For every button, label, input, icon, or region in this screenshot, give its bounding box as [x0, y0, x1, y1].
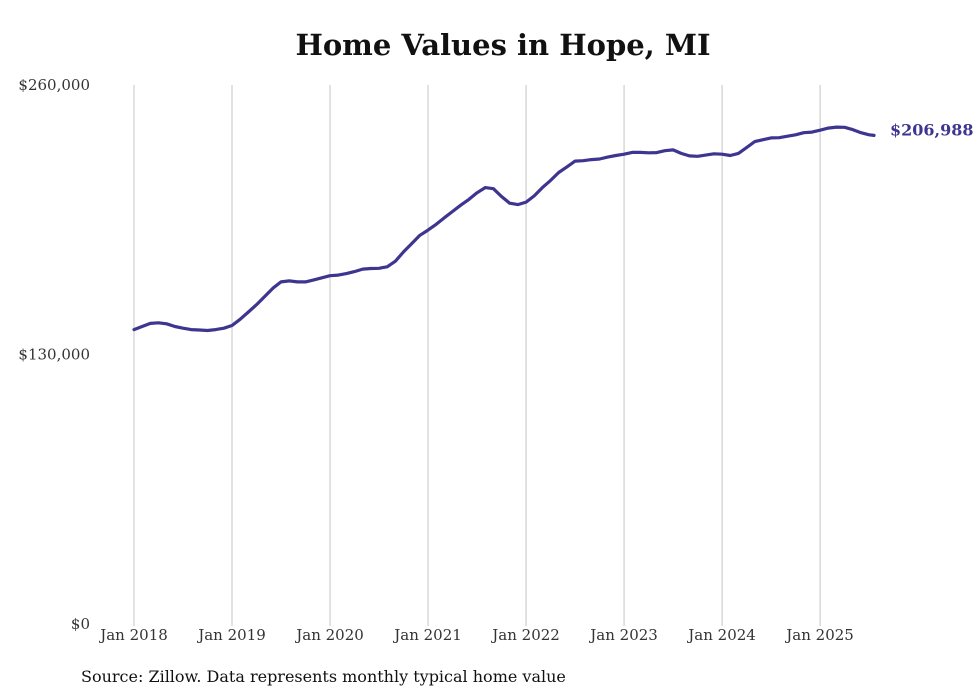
x-tick-label: Jan 2024 [686, 626, 756, 644]
y-tick-label: $130,000 [18, 346, 90, 364]
x-tick-label: Jan 2019 [196, 626, 266, 644]
source-note: Source: Zillow. Data represents monthly … [81, 667, 566, 686]
x-tick-label: Jan 2022 [490, 626, 560, 644]
x-tick-label: Jan 2018 [98, 626, 168, 644]
x-tick-label: Jan 2020 [294, 626, 364, 644]
series-line [132, 125, 876, 333]
x-axis-ticks: Jan 2018 Jan 2019 Jan 2020 Jan 2021 Jan 2022… [98, 626, 854, 644]
x-tick-label: Jan 2025 [784, 626, 854, 644]
end-value-label: $206,988 [890, 120, 974, 139]
x-tick-label: Jan 2023 [588, 626, 658, 644]
series-group: $206,988 [132, 120, 974, 333]
x-tick-label: Jan 2021 [392, 626, 462, 644]
y-axis-ticks: $0 $130,000 $260,000 [18, 76, 90, 633]
y-tick-label: $0 [71, 615, 90, 633]
chart-title: Home Values in Hope, MI [295, 28, 711, 62]
grid-lines [133, 85, 821, 626]
y-tick-label: $260,000 [18, 76, 90, 94]
